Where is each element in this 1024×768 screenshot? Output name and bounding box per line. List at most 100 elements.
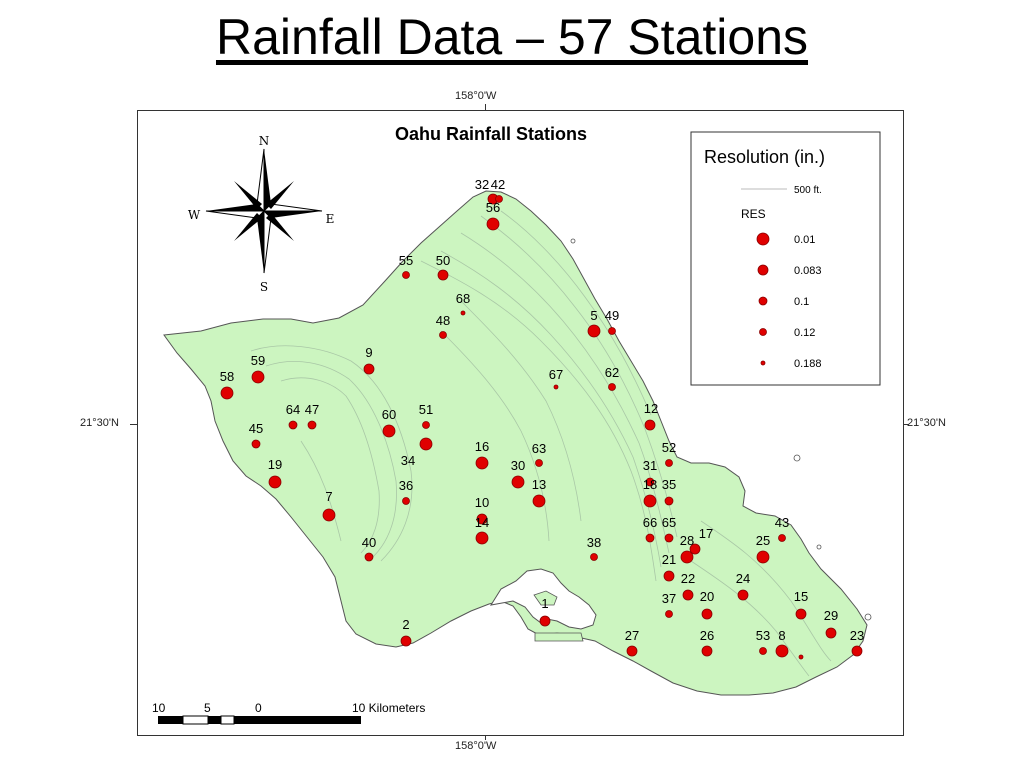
scale-seg (261, 716, 361, 724)
station-marker-56 (486, 217, 500, 231)
scale-label-10-left: 10 (152, 701, 166, 715)
station-label-64: 64 (286, 402, 300, 417)
station-label-16: 16 (475, 439, 489, 454)
station-label-24: 24 (736, 571, 750, 586)
station-label-58: 58 (220, 369, 234, 384)
station-label-55: 55 (399, 253, 413, 268)
station-label-9: 9 (365, 345, 372, 360)
station-label-66: 66 (643, 515, 657, 530)
map-canvas: N S E W Oahu Rainfall Stations Resolutio… (152, 124, 881, 725)
station-label-36: 36 (399, 478, 413, 493)
legend-items: 0.01 0.083 0.1 0.12 0.188 (756, 232, 822, 370)
station-marker-60 (382, 424, 396, 438)
station-marker-16 (475, 456, 489, 470)
station-marker-53 (759, 647, 767, 655)
station-label-43: 43 (775, 515, 789, 530)
station-label-21: 21 (662, 552, 676, 567)
station-marker-22 (682, 589, 694, 601)
scale-seg (234, 716, 261, 724)
station-label-1: 1 (541, 596, 548, 611)
station-label-25: 25 (756, 533, 770, 548)
legend-symbol (757, 264, 769, 276)
station-marker-14 (475, 531, 489, 545)
station-marker-10 (476, 513, 488, 525)
station-label-38: 38 (587, 535, 601, 550)
station-marker-38 (590, 553, 598, 561)
station-label-65: 65 (662, 515, 676, 530)
station-marker-34 (419, 437, 433, 451)
station-label-10: 10 (475, 495, 489, 510)
station-marker-44 (798, 654, 804, 660)
station-marker-63 (535, 459, 543, 467)
legend-contour-label: 500 ft. (794, 185, 822, 196)
station-label-17: 17 (699, 526, 713, 541)
station-label-49: 49 (605, 308, 619, 323)
scale-seg (182, 715, 209, 725)
station-marker-52 (665, 459, 673, 467)
scale-seg (220, 715, 235, 725)
station-label-42: 42 (491, 177, 505, 192)
top-longitude-label: 158°0'W (455, 90, 497, 102)
station-label-2: 2 (402, 617, 409, 632)
islet (816, 544, 822, 550)
station-marker-2 (400, 635, 412, 647)
station-marker-49 (608, 327, 616, 335)
compass-rose: N S E W (188, 134, 335, 294)
compass-e: E (326, 212, 335, 226)
scale-label-10-km: 10 Kilometers (352, 701, 425, 715)
station-label-22: 22 (681, 571, 695, 586)
station-label-62: 62 (605, 365, 619, 380)
station-marker-19 (268, 475, 282, 489)
ford-island (533, 590, 558, 606)
station-label-14: 14 (475, 515, 489, 530)
legend-symbol (760, 360, 766, 366)
scale-label-5: 5 (204, 701, 211, 715)
station-marker-28 (680, 550, 694, 564)
station-label-60: 60 (382, 407, 396, 422)
scale-seg (208, 716, 221, 724)
station-marker-66 (645, 533, 655, 543)
station-label-27: 27 (625, 628, 639, 643)
top-tick (485, 104, 486, 110)
station-label-13: 13 (532, 477, 546, 492)
station-marker-35 (664, 496, 674, 506)
oahu-island (163, 190, 868, 696)
left-tick (130, 424, 137, 425)
station-marker-48 (439, 331, 447, 339)
station-marker-7 (322, 508, 336, 522)
station-marker-58 (220, 386, 234, 400)
scale-seg (158, 716, 183, 724)
station-label-53: 53 (756, 628, 770, 643)
station-marker-37 (665, 610, 673, 618)
station-label-59: 59 (251, 353, 265, 368)
station-label-8: 8 (778, 628, 785, 643)
station-marker-20 (701, 608, 713, 620)
station-marker-26 (701, 645, 713, 657)
bottom-longitude-label: 158°0'W (455, 740, 497, 752)
left-latitude-label: 21°30'N (80, 417, 119, 429)
slide-title: Rainfall Data – 57 Stations (215, 9, 809, 65)
station-marker-30 (511, 475, 525, 489)
right-tick (902, 424, 909, 425)
station-label-32: 32 (475, 177, 489, 192)
station-label-47: 47 (305, 402, 319, 417)
station-label-7: 7 (325, 489, 332, 504)
station-marker-18 (643, 494, 657, 508)
islet (570, 238, 576, 244)
station-marker-55 (402, 271, 410, 279)
legend-res-title: RES (741, 207, 766, 221)
compass-w: W (188, 208, 201, 222)
legend-symbol (756, 232, 770, 246)
station-label-19: 19 (268, 457, 282, 472)
station-marker-40 (364, 552, 374, 562)
station-marker-21 (663, 570, 675, 582)
station-marker-24 (737, 589, 749, 601)
station-label-37: 37 (662, 591, 676, 606)
map-title: Oahu Rainfall Stations (395, 124, 587, 144)
station-marker-12 (644, 419, 656, 431)
islet (793, 454, 801, 462)
station-marker-64 (288, 420, 298, 430)
legend-label: 0.12 (794, 327, 815, 339)
legend-label: 0.01 (794, 234, 815, 246)
